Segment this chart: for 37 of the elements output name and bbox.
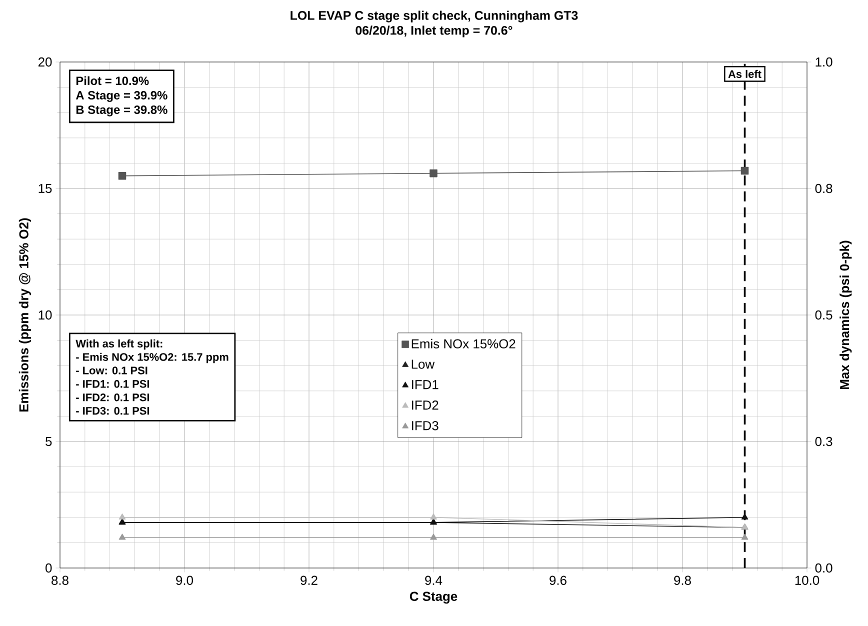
- y-tick-label: 20: [38, 57, 52, 67]
- legend-label: IFD3: [412, 421, 438, 430]
- annotation: Pilot = 10.9%: [76, 76, 149, 86]
- x-tick-label: 9.6: [550, 576, 566, 585]
- y2-axis-title: Max dynamics (psi 0-pk): [840, 240, 852, 389]
- y2-tick-label: 0.0: [815, 563, 832, 573]
- annotation: - IFD1: 0.1 PSI: [76, 380, 150, 388]
- y2-tick-label: 1.0: [816, 57, 832, 67]
- annotation: B Stage = 39.8%: [76, 105, 168, 116]
- chart-subtitle: 06/20/18, Inlet temp = 70.6°: [356, 26, 512, 38]
- annotation: - Low: 0.1 PSI: [76, 366, 148, 374]
- y-tick-label: 0: [46, 563, 52, 573]
- legend-label: IFD1: [412, 380, 438, 390]
- x-tick-label: 10.0: [795, 576, 820, 585]
- y-tick-label: 10: [38, 310, 52, 320]
- legend-label: Emis NOx 15%O2: [412, 338, 516, 348]
- ref-line-label: As left: [728, 70, 762, 78]
- y-tick-label: 5: [46, 436, 52, 446]
- x-axis-title: C Stage: [410, 592, 458, 604]
- annotation: - IFD2: 0.1 PSI: [76, 394, 150, 402]
- x-tick-label: 9.4: [425, 576, 442, 585]
- annotation: With as left split:: [76, 339, 162, 350]
- y2-tick-label: 0.8: [815, 184, 832, 194]
- y2-tick-label: 0.3: [815, 436, 832, 446]
- x-tick-label: 9.8: [674, 576, 691, 585]
- legend-label: IFD2: [412, 400, 438, 410]
- y-tick-label: 15: [38, 184, 52, 194]
- chart-title: LOL EVAP C stage split check, Cunningham GT3: [290, 10, 578, 22]
- annotation: - Emis NOx 15%O2: 15.7 ppm: [76, 352, 228, 364]
- annotation: A Stage = 39.9%: [76, 91, 168, 102]
- x-tick-label: 9.0: [176, 576, 194, 585]
- y-axis-title: Emissions (ppm dry @ 15% O2): [18, 218, 31, 412]
- x-tick-label: 9.2: [300, 576, 318, 585]
- y2-tick-label: 0.5: [815, 310, 832, 320]
- annotation: - IFD3: 0.1 PSI: [76, 406, 150, 415]
- legend-label: Low: [412, 360, 435, 369]
- x-tick-label: 8.8: [52, 576, 68, 585]
